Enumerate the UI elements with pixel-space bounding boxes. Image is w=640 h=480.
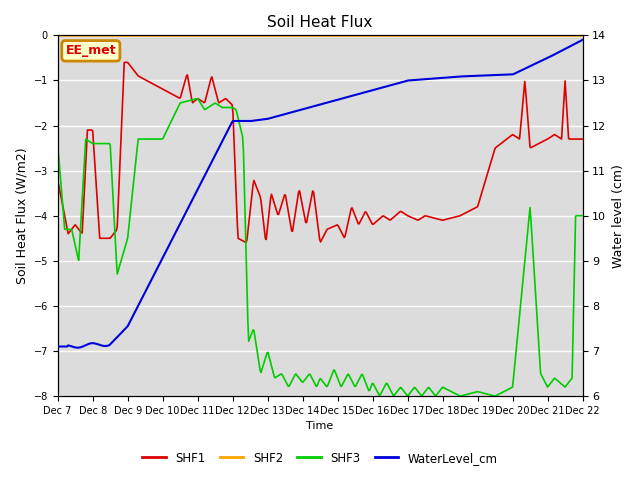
Y-axis label: Soil Heat Flux (W/m2): Soil Heat Flux (W/m2)	[15, 147, 28, 284]
Legend: SHF1, SHF2, SHF3, WaterLevel_cm: SHF1, SHF2, SHF3, WaterLevel_cm	[138, 447, 502, 469]
X-axis label: Time: Time	[307, 421, 333, 432]
Text: EE_met: EE_met	[65, 44, 116, 57]
Y-axis label: Water level (cm): Water level (cm)	[612, 164, 625, 268]
Title: Soil Heat Flux: Soil Heat Flux	[268, 15, 373, 30]
